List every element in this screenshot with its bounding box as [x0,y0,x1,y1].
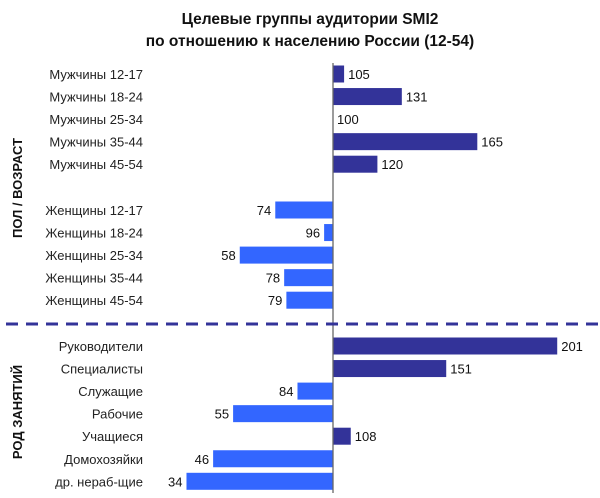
value-label: 58 [221,248,235,263]
category-label: др. нераб-щие [55,474,143,489]
category-label: Женщины 12-17 [45,203,143,218]
bar [286,291,333,309]
bar [233,405,333,423]
bar [297,382,333,400]
value-label: 78 [266,271,280,286]
value-label: 34 [168,474,182,489]
category-label: Рабочие [92,407,143,422]
bar [333,155,378,173]
category-label: Руководители [59,339,143,354]
value-label: 131 [406,90,428,105]
value-label: 108 [355,429,377,444]
bar [284,269,333,287]
bar [333,65,345,83]
category-label: Мужчины 35-44 [49,135,143,150]
value-label: 74 [257,203,271,218]
category-label: Женщины 18-24 [45,226,143,241]
category-label: Мужчины 12-17 [49,67,143,82]
bar [333,88,402,106]
value-label: 165 [481,135,503,150]
category-label: Домохозяйки [64,452,143,467]
bar [333,360,447,378]
value-label: 201 [561,339,583,354]
bar [186,472,333,490]
value-label: 84 [279,384,293,399]
category-label: Служащие [78,384,143,399]
bar [333,133,478,151]
group-label-occupation: РОД ЗАНЯТИЙ [10,365,25,459]
value-label: 151 [450,362,472,377]
bar [333,427,351,445]
value-label: 120 [381,157,403,172]
category-label: Мужчины 25-34 [49,112,143,127]
bar [333,337,558,355]
bar [324,224,333,242]
bar [275,201,333,219]
bar [213,450,333,468]
value-label: 105 [348,67,370,82]
category-label: Специалисты [61,362,143,377]
category-label: Мужчины 45-54 [49,157,143,172]
chart-subtitle: по отношению к населению России (12-54) [146,33,474,50]
category-label: Женщины 25-34 [45,248,143,263]
category-label: Учащиеся [82,429,143,444]
category-label: Женщины 45-54 [45,293,143,308]
category-label: Женщины 35-44 [45,271,143,286]
chart-title: Целевые группы аудитории SMI2 [182,11,439,28]
value-label: 46 [195,452,209,467]
category-label: Мужчины 18-24 [49,90,143,105]
value-label: 79 [268,293,282,308]
group-label-gender-age: ПОЛ / ВОЗРАСТ [10,138,25,238]
value-label: 100 [337,112,359,127]
value-label: 96 [306,226,320,241]
value-label: 55 [215,407,229,422]
bar [239,246,333,264]
